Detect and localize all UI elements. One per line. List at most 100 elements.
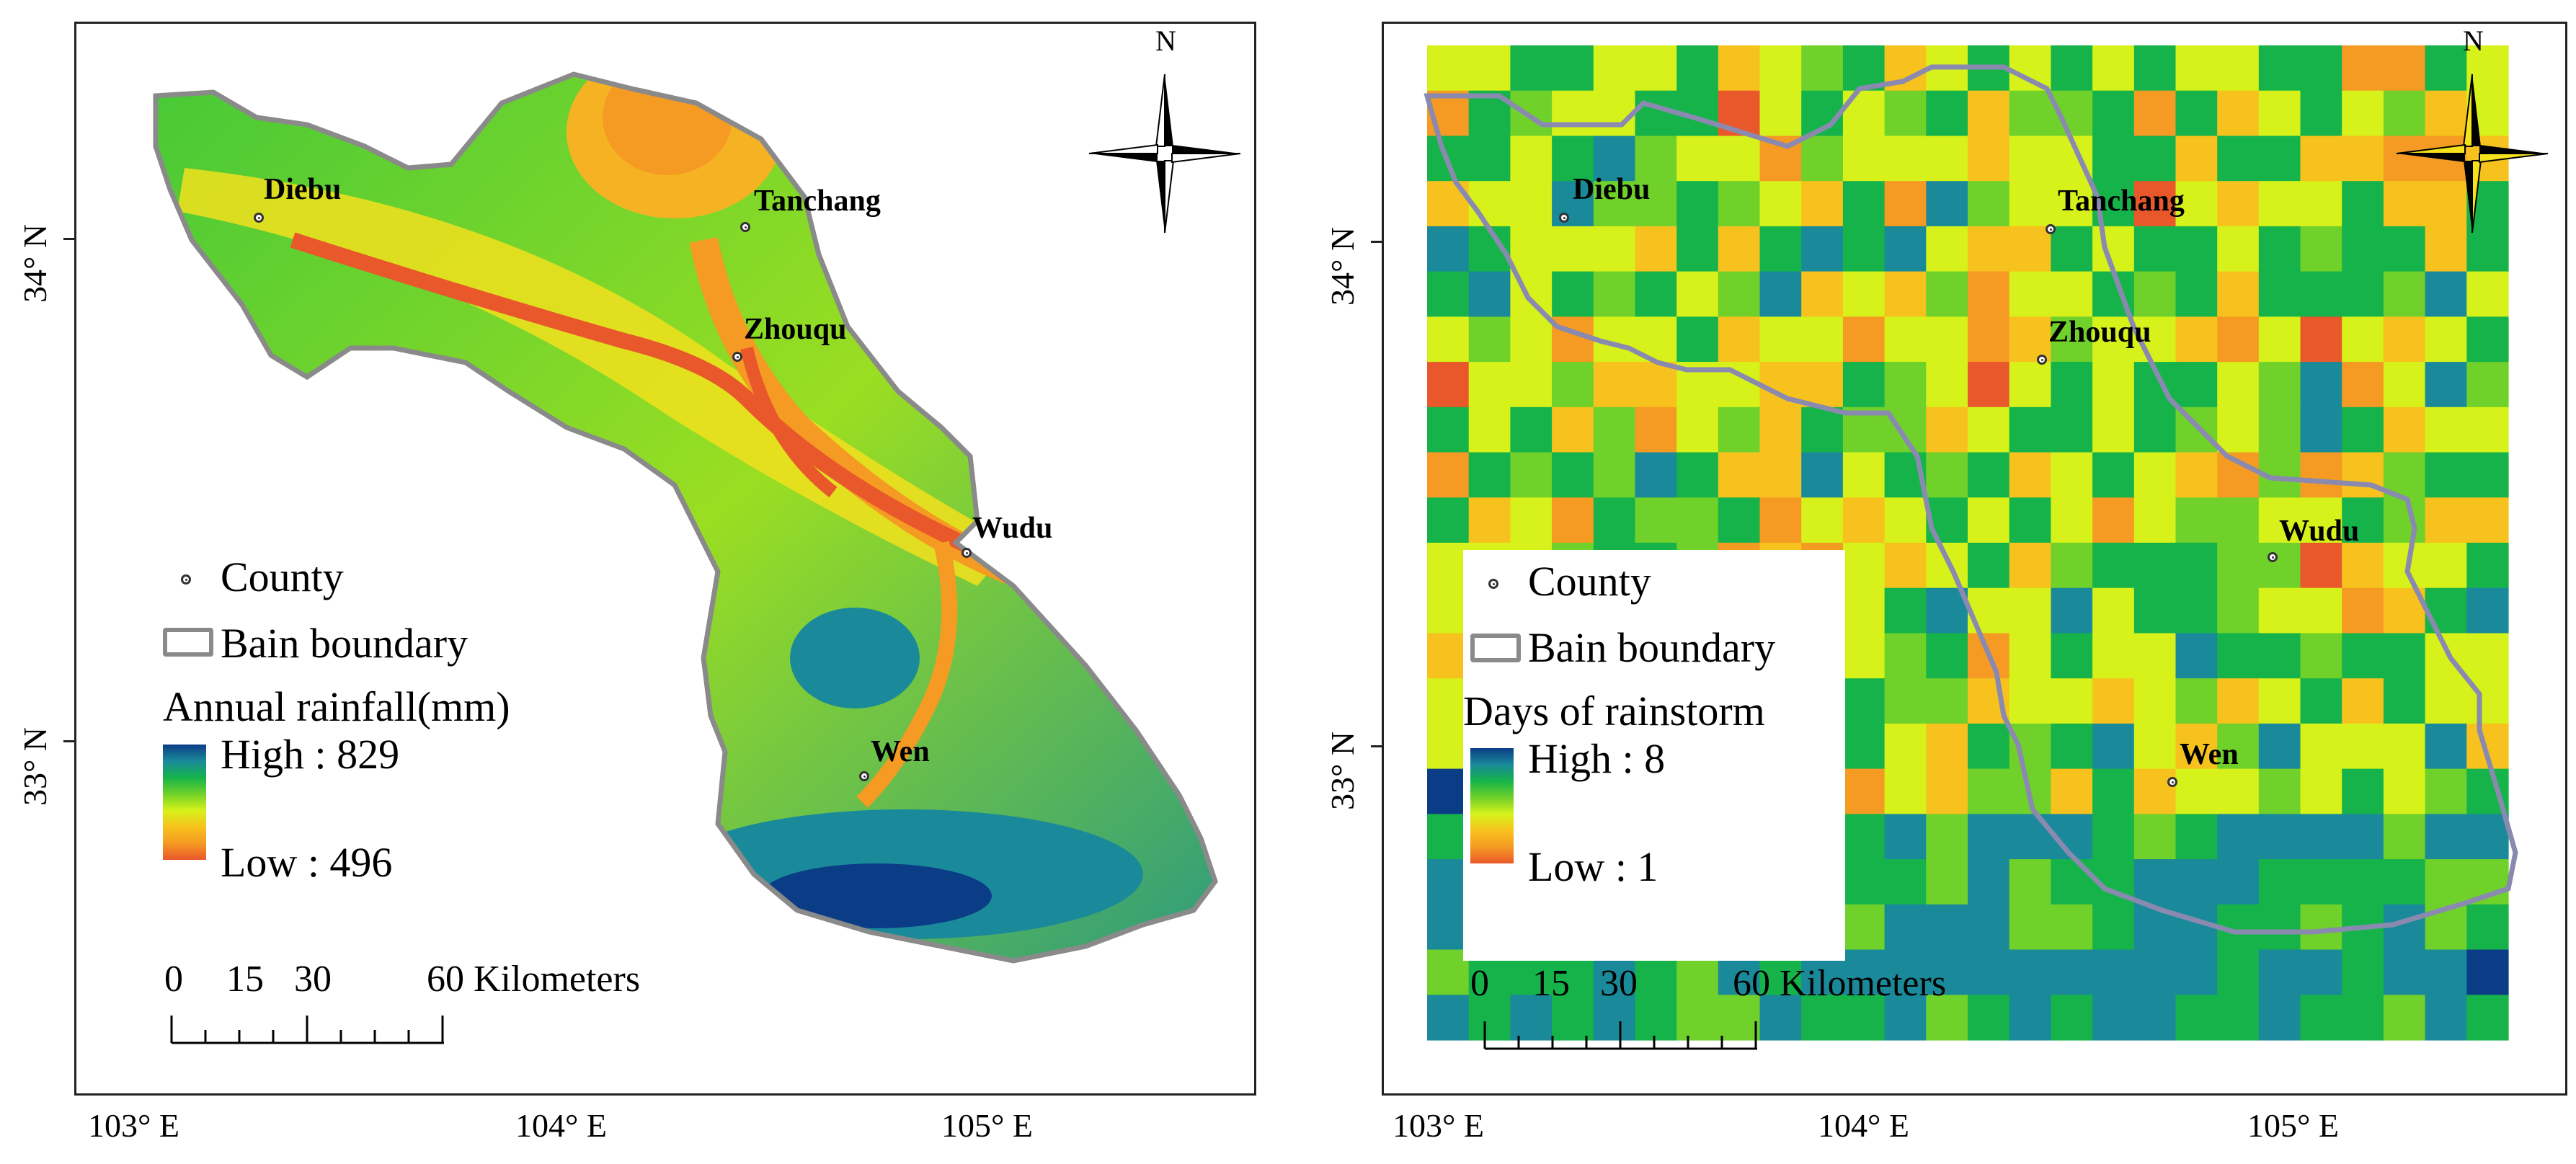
raster-cell — [2466, 271, 2509, 317]
legend-county-label: County — [221, 554, 344, 600]
raster-cell — [2009, 497, 2051, 543]
raster-cell — [2300, 406, 2342, 453]
raster-cell — [1593, 995, 1636, 1041]
raster-cell — [1593, 45, 1636, 92]
scale-tick-15: 15 — [1532, 963, 1570, 1004]
lat-label-34: 34° N — [17, 223, 53, 303]
raster-cell — [1842, 362, 1886, 408]
raster-cell — [2009, 904, 2051, 951]
raster-cell — [1718, 135, 1761, 182]
raster-cell — [2300, 226, 2342, 272]
basin-boundary — [1424, 64, 2518, 935]
raster-cell — [2051, 271, 2093, 317]
raster-cell — [1842, 226, 1886, 272]
raster-cell — [1718, 316, 1761, 363]
raster-cell — [1427, 949, 1470, 995]
raster-cell — [2175, 135, 2218, 182]
raster-cell — [2466, 904, 2509, 951]
raster-cell — [2133, 678, 2177, 724]
raster-cell — [1884, 497, 1927, 543]
raster-cell — [1801, 271, 1844, 317]
raster-cell — [2342, 949, 2384, 995]
raster-cell — [2300, 497, 2342, 543]
raster-cell — [2383, 316, 2426, 363]
raster-cell — [2175, 181, 2218, 227]
raster-cell — [1968, 316, 2010, 363]
county-label-wen: Wen — [2180, 738, 2239, 771]
raster-cell — [1468, 45, 1511, 92]
raster-cell — [2383, 90, 2426, 136]
raster-cell — [2175, 497, 2218, 543]
county-marker-diebu — [254, 213, 264, 223]
raster-cell — [2425, 90, 2467, 136]
raster-cell — [2383, 543, 2426, 589]
rainfall-map — [153, 71, 1218, 964]
raster-cell — [1427, 633, 1470, 679]
raster-cell — [1842, 181, 1886, 227]
raster-cell — [2133, 135, 2177, 182]
county-marker-zhouqu — [732, 352, 742, 362]
raster-cell — [1968, 90, 2010, 136]
raster-cell — [1552, 995, 1594, 1041]
raster-cell — [2051, 543, 2093, 589]
raster-cell — [2051, 995, 2093, 1041]
raster-cell — [1801, 362, 1844, 408]
raster-cell — [1427, 271, 1470, 317]
raster-cell — [1552, 226, 1594, 272]
raster-cell — [1718, 271, 1761, 317]
raster-cell — [2175, 723, 2218, 770]
raster-cell — [1427, 995, 1470, 1041]
raster-cell — [1552, 135, 1594, 182]
raster-cell — [1801, 135, 1844, 182]
raster-cell — [1759, 497, 1802, 543]
raster-cell — [2342, 723, 2384, 770]
raster-cell — [1552, 90, 1594, 136]
raster-cell — [2425, 814, 2467, 860]
raster-cell — [2009, 406, 2051, 453]
raster-cell — [2175, 859, 2218, 905]
raster-cell — [2300, 949, 2342, 995]
raster-cell — [2300, 271, 2342, 317]
raster-cell — [2258, 814, 2301, 860]
raster-cell — [1468, 406, 1511, 453]
raster-cell — [1759, 452, 1802, 498]
raster-cell — [2133, 497, 2177, 543]
raster-cell — [2133, 723, 2177, 770]
county-marker-wen — [859, 771, 869, 781]
raster-cell — [1926, 406, 1968, 453]
raster-cell — [2133, 452, 2177, 498]
raster-cell — [2009, 723, 2051, 770]
raster-cell — [1427, 226, 1470, 272]
raster-cell — [2133, 633, 2177, 679]
raster-cell — [2258, 678, 2301, 724]
raster-cell — [2425, 768, 2467, 814]
raster-cell — [2009, 181, 2051, 227]
raster-cell — [1510, 135, 1553, 182]
raster-cell — [2051, 181, 2093, 227]
raster-cell — [1801, 406, 1844, 453]
raster-cell — [2342, 226, 2384, 272]
raster-cell — [1676, 135, 1719, 182]
raster-cell — [1842, 271, 1886, 317]
raster-cell — [2217, 45, 2260, 92]
raster-cell — [1676, 497, 1719, 543]
raster-cell — [1926, 633, 1968, 679]
raster-cell — [2342, 90, 2384, 136]
raster-cell — [1552, 316, 1594, 363]
raster-cell — [2300, 723, 2342, 770]
raster-cell — [1926, 135, 1968, 182]
raster-cell — [2300, 543, 2342, 589]
raster-cell — [1593, 135, 1636, 182]
raster-cell — [2383, 995, 2426, 1041]
county-label-tanchang: Tanchang — [2058, 185, 2185, 218]
raster-cell — [2175, 226, 2218, 272]
raster-cell — [2342, 678, 2384, 724]
raster-cell — [2258, 362, 2301, 408]
raster-cell — [2258, 995, 2301, 1041]
raster-cell — [2217, 949, 2260, 995]
raster-cell — [1468, 497, 1511, 543]
raster-cell — [1635, 135, 1677, 182]
lat-label-33: 33° N — [17, 727, 53, 806]
rainfall-map-panel: Diebu Tanchang Zhouqu Wudu Wen N County … — [74, 22, 1256, 1096]
legend-box — [1463, 550, 1845, 961]
